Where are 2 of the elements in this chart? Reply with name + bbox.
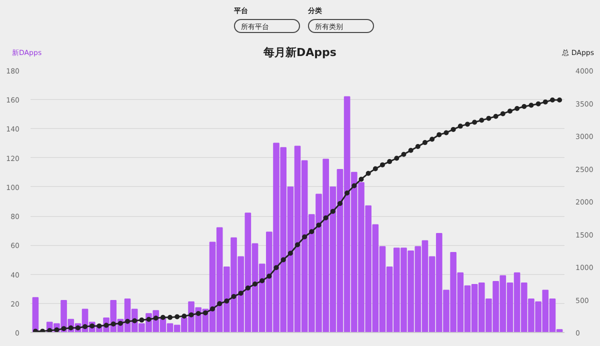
bar (32, 297, 39, 332)
chart-title: 每月新DApps (264, 46, 336, 59)
